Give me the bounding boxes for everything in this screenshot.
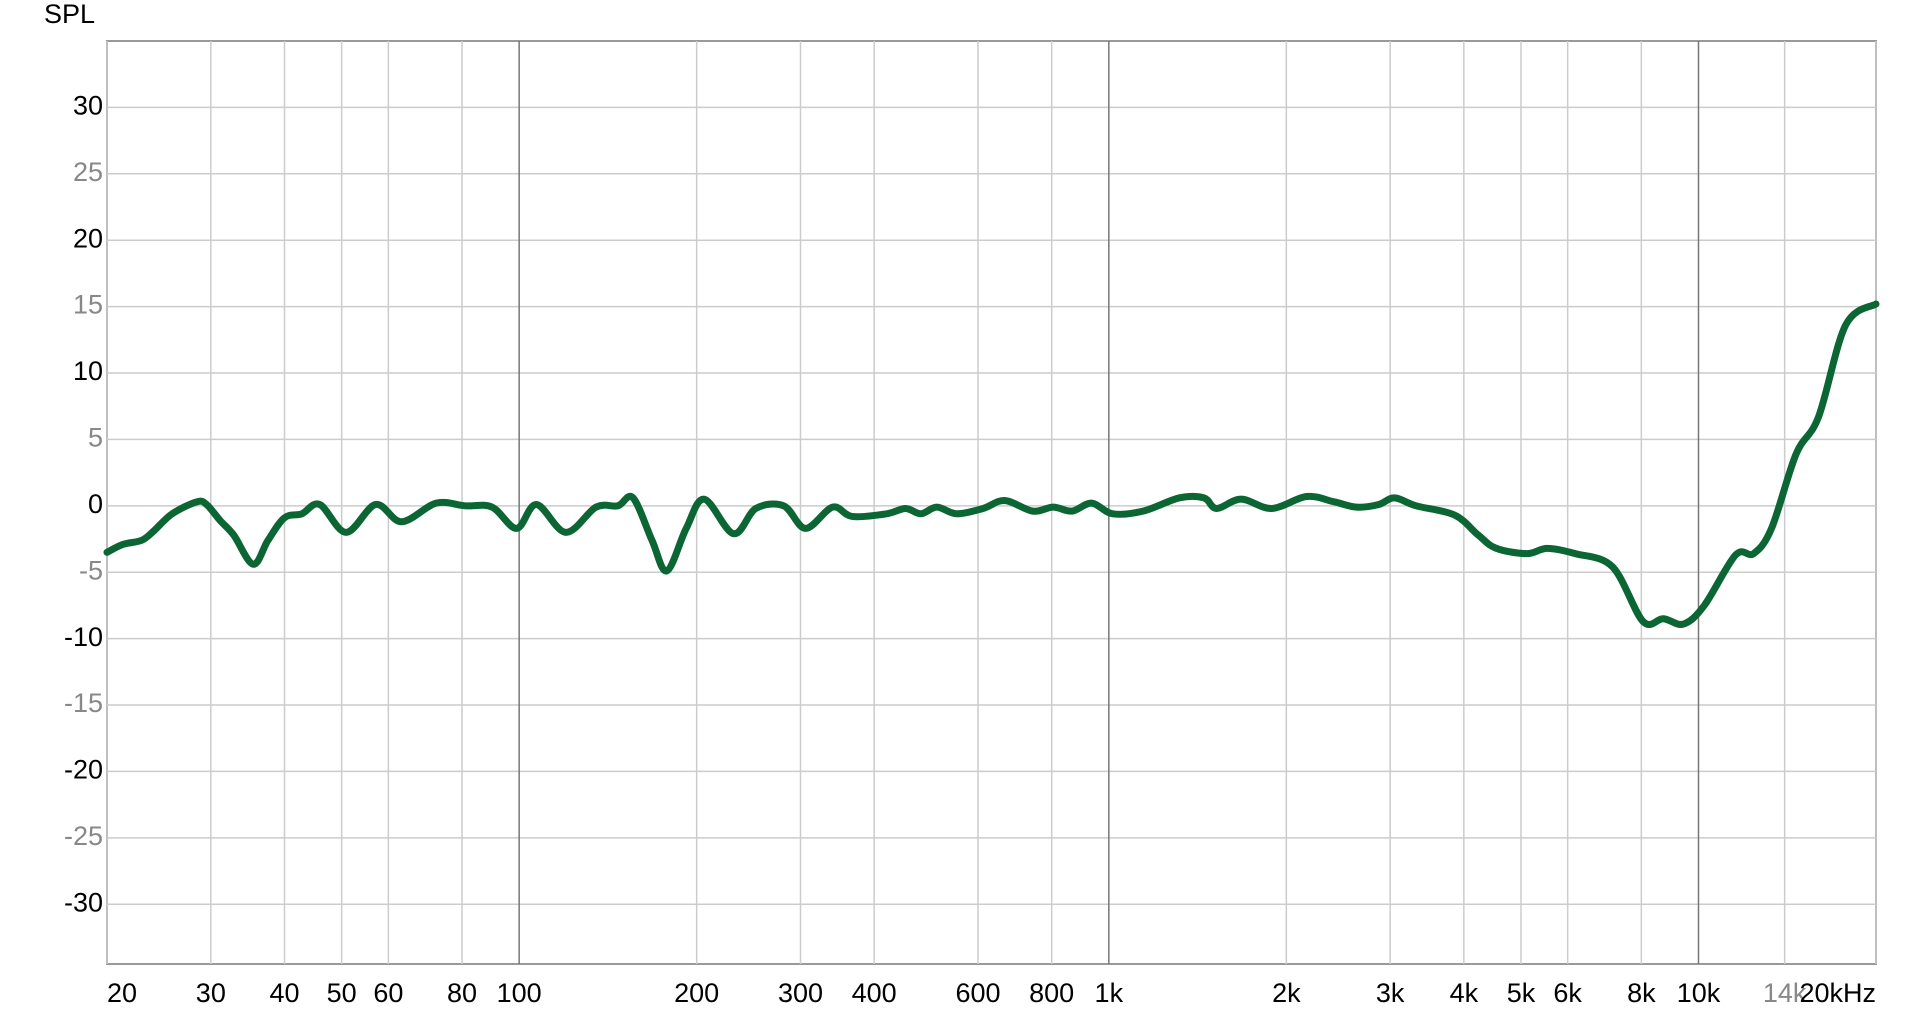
- x-tick-label: 20: [107, 978, 137, 1008]
- y-tick-label: 5: [88, 423, 103, 453]
- x-tick-label: 20kHz: [1799, 978, 1876, 1008]
- x-tick-label: 800: [1029, 978, 1074, 1008]
- y-tick-label: -5: [79, 555, 103, 585]
- x-tick-label: 10k: [1677, 978, 1721, 1008]
- y-tick-label: 25: [73, 157, 103, 187]
- y-tick-label: 10: [73, 356, 103, 386]
- y-tick-label: -10: [64, 622, 103, 652]
- x-tick-label: 1k: [1095, 978, 1124, 1008]
- y-tick-label: -20: [64, 755, 103, 785]
- x-tick-label: 50: [327, 978, 357, 1008]
- x-tick-label: 6k: [1553, 978, 1582, 1008]
- x-tick-label: 8k: [1627, 978, 1656, 1008]
- x-tick-label: 80: [447, 978, 477, 1008]
- x-tick-label: 3k: [1376, 978, 1405, 1008]
- y-tick-label: -15: [64, 688, 103, 718]
- x-tick-label: 4k: [1450, 978, 1479, 1008]
- x-tick-label: 300: [778, 978, 823, 1008]
- x-tick-label: 5k: [1507, 978, 1536, 1008]
- x-tick-label: 40: [269, 978, 299, 1008]
- x-tick-label: 30: [196, 978, 226, 1008]
- x-tick-label: 2k: [1272, 978, 1301, 1008]
- x-tick-label: 14k: [1763, 978, 1807, 1008]
- y-tick-label: -25: [64, 821, 103, 851]
- y-tick-label: 15: [73, 290, 103, 320]
- x-tick-label: 100: [497, 978, 542, 1008]
- response-line: [103, 300, 1880, 628]
- x-tick-label: 200: [674, 978, 719, 1008]
- y-tick-label: 20: [73, 223, 103, 253]
- y-tick-label: -30: [64, 887, 103, 917]
- y-axis-label: SPL: [44, 0, 95, 29]
- x-tick-label: 600: [955, 978, 1000, 1008]
- x-tick-label: 60: [373, 978, 403, 1008]
- x-tick-label: 400: [852, 978, 897, 1008]
- y-tick-label: 0: [88, 489, 103, 519]
- y-tick-label: 30: [73, 91, 103, 121]
